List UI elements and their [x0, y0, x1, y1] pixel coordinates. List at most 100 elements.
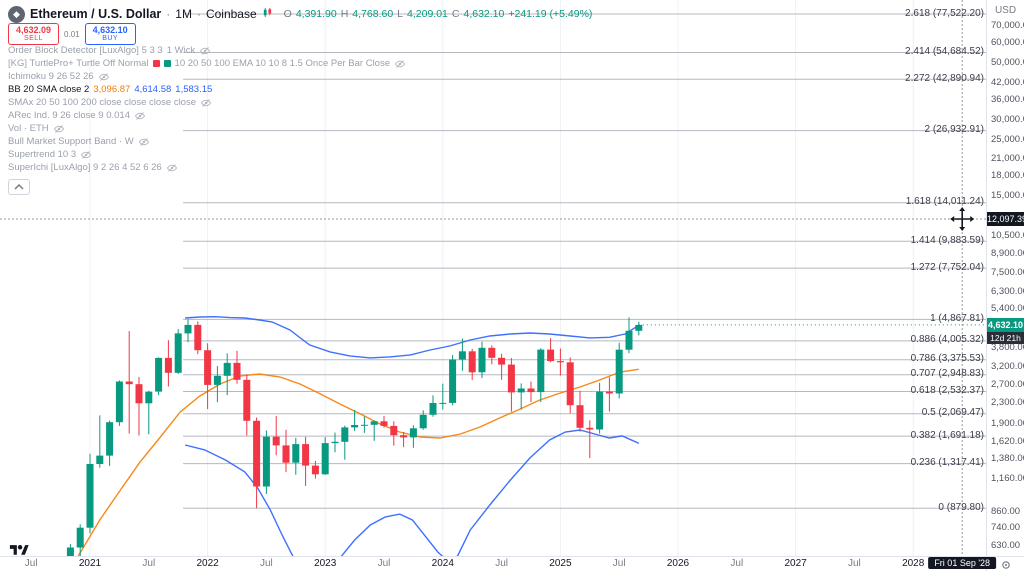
eye-off-icon[interactable]	[166, 162, 178, 174]
spread-value: 0.01	[64, 29, 80, 39]
time-tick: 2024	[431, 558, 454, 569]
price-tick: 42,000.00	[991, 76, 1024, 88]
time-tick: 2028	[902, 558, 925, 569]
ohlc-readout: O 4,391.90 H 4,768.60 L 4,209.01 C 4,632.10 …	[283, 8, 593, 20]
time-tick: Jul	[142, 558, 156, 569]
indicator-text: 3,096.87	[93, 84, 131, 95]
price-tick: 8,900.00	[991, 247, 1024, 259]
price-tick: 5,400.00	[991, 302, 1024, 314]
last-price-label: 4,632.10	[987, 317, 1024, 332]
time-tick: Jul	[847, 558, 861, 569]
gear-icon	[1002, 560, 1010, 569]
time-tick: 2021	[78, 558, 102, 569]
indicator-text: [KG] TurtlePro+ Turtle Off Normal	[8, 58, 149, 69]
bar-countdown-label: 12d 21h	[987, 331, 1024, 344]
time-axis[interactable]: Jul 2021 Jul 2022 Jul 2023 Jul 2024 Jul 2025 Jul 20…	[0, 556, 986, 571]
time-tick: Jul	[377, 558, 391, 569]
exchange-value[interactable]: Coinbase	[205, 7, 257, 21]
chart-type-icon	[262, 5, 273, 23]
time-tick: 2022	[196, 558, 219, 569]
eye-off-icon[interactable]	[200, 97, 212, 109]
time-tick: 2023	[314, 558, 337, 569]
indicator-row[interactable]: SuperIchi [LuxAlgo] 9 2 26 4 52 6 26	[8, 161, 406, 174]
indicator-text: Bull Market Support Band · W	[8, 136, 134, 147]
time-tick: Jul	[495, 558, 508, 569]
price-tick: 3,200.00	[991, 360, 1024, 372]
indicator-row[interactable]: Supertrend 10 3	[8, 148, 406, 161]
indicator-row[interactable]: Ichimoku 9 26 52 26	[8, 70, 406, 83]
price-tick: 630.00	[991, 540, 1021, 551]
time-tick: Jul	[730, 558, 744, 569]
indicator-row[interactable]: Vol · ETH	[8, 122, 406, 135]
indicator-text: Ichimoku 9 26 52 26	[8, 71, 94, 82]
candlestick-chart[interactable]	[0, 0, 986, 556]
separator: ·	[196, 7, 201, 21]
price-tick: 3,800.00	[991, 341, 1024, 353]
indicator-row[interactable]: ARec Ind. 9 26 close 9 0.014	[8, 109, 406, 122]
eye-off-icon[interactable]	[53, 123, 65, 135]
indicator-text: 1 Wick	[166, 45, 196, 56]
price-tick: 25,000.00	[991, 133, 1024, 145]
price-tick: 36,000.00	[991, 93, 1024, 105]
price-axis[interactable]: USD 70,000.00 60,000.00 50,000.00 42,000.00…	[986, 0, 1024, 556]
currency-label: USD	[994, 5, 1017, 16]
price-tick: 18,000.00	[991, 170, 1024, 182]
price-tick: 10,500.00	[991, 229, 1024, 241]
price-tick: 740.00	[991, 522, 1021, 534]
price-tick: 7,500.00	[991, 266, 1024, 278]
symbol-header: ◆ Ethereum / U.S. Dollar · 1M · Coinbase…	[8, 5, 592, 23]
collapse-indicators-button[interactable]	[8, 179, 30, 195]
indicator-row[interactable]: [KG] TurtlePro+ Turtle Off Normal 10 20 5…	[8, 57, 406, 70]
time-tick: 2025	[549, 558, 572, 569]
eye-off-icon[interactable]	[394, 58, 406, 70]
price-change: +241.19 (+5.49%)	[508, 8, 593, 20]
price-tick: 860.00	[991, 505, 1021, 517]
price-tick: 1,900.00	[991, 418, 1024, 430]
time-tick: Jul	[612, 558, 626, 569]
eye-off-icon[interactable]	[138, 136, 150, 148]
indicator-text: SMAx 20 50 100 200 close close close clo…	[8, 97, 196, 108]
indicator-row[interactable]: SMAx 20 50 100 200 close close close clo…	[8, 96, 406, 109]
eye-off-icon[interactable]	[199, 45, 211, 57]
price-tick: 1,160.00	[991, 472, 1024, 484]
eye-off-icon[interactable]	[80, 149, 92, 161]
time-tick: 2027	[784, 558, 807, 569]
price-tick: 6,300.00	[991, 285, 1024, 297]
eye-off-icon[interactable]	[98, 71, 110, 83]
color-chip	[152, 60, 160, 67]
indicator-text: BB 20 SMA close 2	[8, 84, 90, 95]
indicator-row[interactable]: Bull Market Support Band · W	[8, 135, 406, 148]
indicator-text: Supertrend 10 3	[8, 149, 77, 160]
indicator-text: 10 20 50 100 EMA 10 10 8 1.5 Once Per Ba…	[174, 58, 391, 69]
price-tick: 2,700.00	[991, 379, 1024, 391]
price-tick: 15,000.00	[991, 190, 1024, 202]
crosshair-date-label: Fri 01 Sep '28	[928, 557, 997, 569]
interval-value[interactable]: 1M	[175, 7, 192, 21]
sell-button[interactable]: 4,632.09 SELL	[8, 23, 60, 45]
price-tick: 30,000.00	[991, 113, 1024, 125]
crosshair-price-label: 12,097.39	[987, 212, 1024, 226]
eye-off-icon[interactable]	[134, 110, 146, 122]
separator: ·	[166, 7, 171, 21]
time-tick: 2026	[666, 558, 690, 569]
ethereum-logo-icon: ◆	[8, 5, 25, 23]
indicator-row[interactable]: BB 20 SMA close 2 3,096.87 4,614.58 1,583.1…	[8, 83, 406, 96]
buy-sell-widget: 4,632.09 SELL 0.01 4,632.10 BUY	[8, 23, 136, 45]
indicator-text: ARec Ind. 9 26 close 9 0.014	[8, 110, 130, 121]
price-tick: 2,300.00	[991, 397, 1024, 409]
indicator-text: 1,583.15	[175, 84, 213, 95]
indicator-text: 4,614.58	[134, 84, 172, 95]
indicator-text: SuperIchi [LuxAlgo] 9 2 26 4 52 6 26	[8, 162, 162, 173]
time-tick: Jul	[259, 558, 273, 569]
time-tick: Jul	[24, 558, 38, 569]
color-chip	[163, 60, 171, 67]
symbol-title[interactable]: Ethereum / U.S. Dollar	[30, 7, 162, 21]
tradingview-logo[interactable]	[8, 543, 30, 563]
price-tick: 70,000.00	[991, 20, 1024, 32]
buy-button[interactable]: 4,632.10 BUY	[84, 23, 136, 45]
price-tick: 50,000.00	[991, 57, 1024, 69]
price-tick: 1,380.00	[991, 453, 1024, 465]
